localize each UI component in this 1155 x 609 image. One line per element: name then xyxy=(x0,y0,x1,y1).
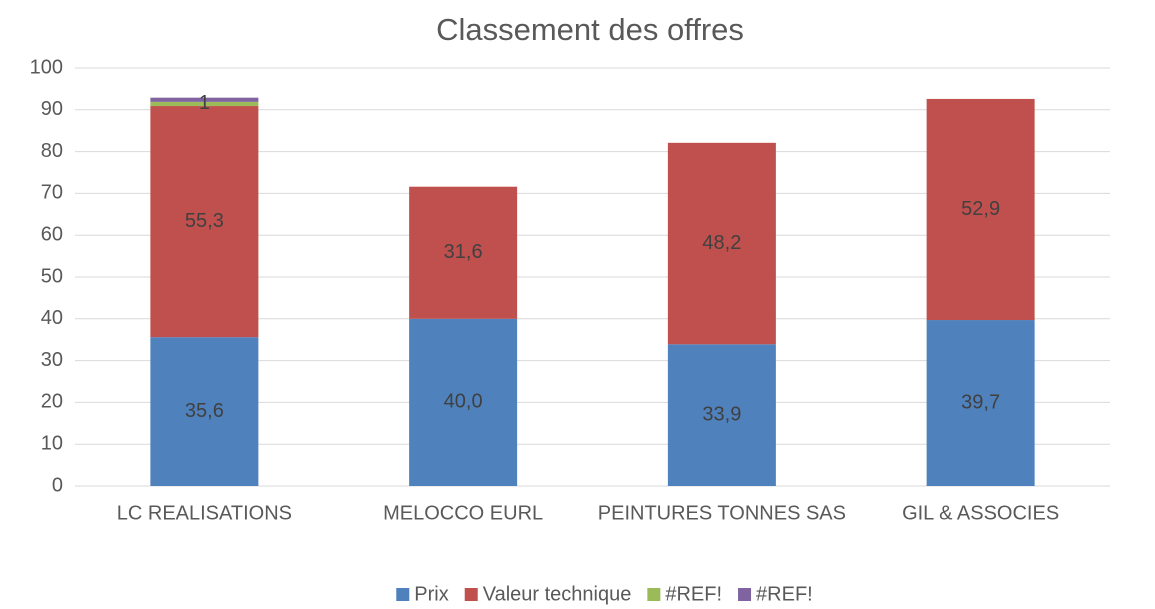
bar-segment xyxy=(150,337,259,486)
bar-segment xyxy=(667,344,776,486)
y-tick-label: 100 xyxy=(30,56,63,78)
bar-segment xyxy=(150,101,259,107)
data-label: 40,0 xyxy=(444,391,483,413)
data-label: 55,3 xyxy=(185,210,224,232)
bar-segment xyxy=(150,97,259,102)
legend-swatch xyxy=(464,588,478,601)
x-tick-label: GIL & ASSOCIES xyxy=(902,502,1059,524)
bar-segment xyxy=(409,318,518,486)
data-label: 31,6 xyxy=(444,241,483,263)
data-label: 33,9 xyxy=(702,403,741,425)
y-tick-label: 0 xyxy=(52,474,63,496)
data-label: 1 xyxy=(199,92,210,114)
x-tick-label: MELOCCO EURL xyxy=(383,502,543,524)
bar-segment xyxy=(926,98,1035,321)
x-tick-label: PEINTURES TONNES SAS xyxy=(598,502,846,524)
data-label: 39,7 xyxy=(961,391,1000,413)
legend-label: #REF! xyxy=(665,583,722,605)
legend-label: Valeur technique xyxy=(483,583,632,605)
y-tick-label: 90 xyxy=(41,98,63,120)
y-tick-label: 80 xyxy=(41,140,63,162)
legend-label: #REF! xyxy=(756,583,813,605)
bar-segment xyxy=(150,106,259,338)
y-tick-label: 40 xyxy=(41,307,63,329)
bar-segment xyxy=(409,186,518,319)
data-label: 48,2 xyxy=(702,232,741,254)
y-tick-label: 50 xyxy=(41,265,63,287)
chart-title: Classement des offres xyxy=(436,12,744,47)
legend-label: Prix xyxy=(414,583,448,605)
y-tick-label: 70 xyxy=(41,182,63,204)
y-tick-label: 20 xyxy=(41,391,63,413)
legend-swatch xyxy=(738,588,752,601)
x-tick-label: LC REALISATIONS xyxy=(117,502,292,524)
legend-swatch xyxy=(647,588,661,601)
legend: Prix Valeur technique #REF! #REF! xyxy=(396,583,813,605)
data-label: 52,9 xyxy=(961,198,1000,220)
y-tick-label: 60 xyxy=(41,223,63,245)
bar-segment xyxy=(926,320,1035,486)
bar-segment xyxy=(667,142,776,345)
legend-swatch xyxy=(396,588,410,601)
data-label: 35,6 xyxy=(185,400,224,422)
y-tick-label: 10 xyxy=(41,432,63,454)
y-tick-label: 30 xyxy=(41,349,63,371)
